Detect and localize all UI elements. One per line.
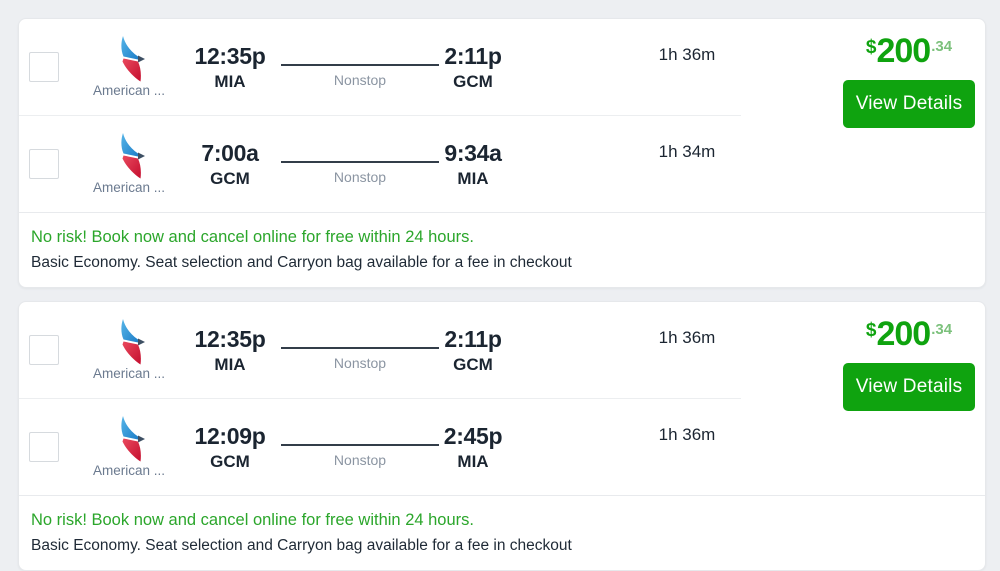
flight-duration: 1h 36m bbox=[658, 425, 716, 444]
flight-select-checkbox[interactable] bbox=[29, 149, 59, 179]
arrival-airport-code: MIA bbox=[457, 168, 489, 188]
price-currency: $ bbox=[865, 37, 877, 58]
price-amount: 200 bbox=[876, 32, 931, 70]
american-airlines-eagle-icon bbox=[107, 416, 151, 462]
flight-select-checkbox[interactable] bbox=[29, 52, 59, 82]
arrival-block: 2:45p MIA bbox=[443, 423, 503, 472]
arrival-airport-code: MIA bbox=[457, 451, 489, 471]
price-currency: $ bbox=[865, 320, 877, 341]
price-cents: .34 bbox=[931, 321, 953, 338]
departure-airport-code: MIA bbox=[214, 71, 246, 91]
airline-name: American ... bbox=[92, 83, 166, 98]
route-block: Nonstop bbox=[281, 423, 439, 472]
fare-note: Basic Economy. Seat selection and Carryo… bbox=[31, 254, 572, 271]
departure-time: 7:00a bbox=[201, 139, 259, 166]
view-details-button[interactable]: View Details bbox=[843, 363, 975, 411]
stops-label: Nonstop bbox=[333, 354, 387, 371]
flight-result-card: American ... 12:35p MIA Nonstop 2:11p GC… bbox=[18, 301, 986, 571]
price: $200.34 bbox=[843, 32, 975, 71]
departure-block: 12:35p MIA bbox=[187, 43, 273, 92]
route-block: Nonstop bbox=[281, 140, 439, 189]
airline-block: American ... bbox=[79, 416, 179, 478]
airline-name: American ... bbox=[92, 366, 166, 381]
fare-note: Basic Economy. Seat selection and Carryo… bbox=[31, 537, 572, 554]
route-block: Nonstop bbox=[281, 43, 439, 92]
promo-note: No risk! Book now and cancel online for … bbox=[31, 511, 474, 529]
arrival-time: 2:11p bbox=[444, 325, 502, 352]
airline-block: American ... bbox=[79, 36, 179, 98]
price-cents: .34 bbox=[931, 38, 953, 55]
card-top: American ... 12:35p MIA Nonstop 2:11p GC… bbox=[19, 19, 985, 212]
departure-time: 12:35p bbox=[194, 325, 266, 352]
route-line bbox=[281, 160, 439, 163]
promo-note: No risk! Book now and cancel online for … bbox=[31, 228, 474, 246]
departure-block: 7:00a GCM bbox=[187, 140, 273, 189]
arrival-block: 2:11p GCM bbox=[443, 326, 503, 375]
flight-duration: 1h 36m bbox=[658, 328, 716, 347]
arrival-time: 2:45p bbox=[443, 422, 503, 449]
price-amount: 200 bbox=[876, 315, 931, 353]
route-line bbox=[281, 346, 439, 349]
flight-duration: 1h 34m bbox=[658, 142, 716, 161]
route-line bbox=[281, 443, 439, 446]
american-airlines-eagle-icon bbox=[107, 319, 151, 365]
flight-select-checkbox[interactable] bbox=[29, 432, 59, 462]
flight-leg-row: American ... 12:35p MIA Nonstop 2:11p GC… bbox=[19, 19, 741, 115]
arrival-block: 2:11p GCM bbox=[443, 43, 503, 92]
flight-duration: 1h 36m bbox=[658, 45, 716, 64]
arrival-time: 2:11p bbox=[444, 42, 502, 69]
arrival-block: 9:34a MIA bbox=[443, 140, 503, 189]
airline-block: American ... bbox=[79, 319, 179, 381]
departure-time: 12:09p bbox=[194, 422, 266, 449]
card-top: American ... 12:35p MIA Nonstop 2:11p GC… bbox=[19, 302, 985, 495]
stops-label: Nonstop bbox=[333, 451, 387, 468]
airline-name: American ... bbox=[92, 180, 166, 195]
stops-label: Nonstop bbox=[333, 71, 387, 88]
price-column: $200.34 View Details bbox=[741, 19, 985, 212]
departure-block: 12:09p GCM bbox=[187, 423, 273, 472]
flight-leg-row: American ... 12:09p GCM Nonstop 2:45p MI… bbox=[19, 399, 741, 495]
price: $200.34 bbox=[843, 315, 975, 354]
american-airlines-eagle-icon bbox=[107, 133, 151, 179]
flight-leg-row: American ... 7:00a GCM Nonstop 9:34a MIA… bbox=[19, 116, 741, 212]
legs-section: American ... 12:35p MIA Nonstop 2:11p GC… bbox=[19, 302, 741, 495]
departure-airport-code: MIA bbox=[214, 354, 246, 374]
notes-section: No risk! Book now and cancel online for … bbox=[19, 496, 985, 570]
notes-section: No risk! Book now and cancel online for … bbox=[19, 213, 985, 287]
route-block: Nonstop bbox=[281, 326, 439, 375]
leg-divider bbox=[19, 398, 741, 399]
american-airlines-eagle-icon bbox=[107, 36, 151, 82]
airline-name: American ... bbox=[92, 463, 166, 478]
arrival-airport-code: GCM bbox=[453, 71, 493, 91]
departure-airport-code: GCM bbox=[210, 451, 250, 471]
departure-block: 12:35p MIA bbox=[187, 326, 273, 375]
leg-divider bbox=[19, 115, 741, 116]
airline-block: American ... bbox=[79, 133, 179, 195]
route-line bbox=[281, 63, 439, 66]
flight-result-card: American ... 12:35p MIA Nonstop 2:11p GC… bbox=[18, 18, 986, 288]
arrival-airport-code: GCM bbox=[453, 354, 493, 374]
departure-time: 12:35p bbox=[194, 42, 266, 69]
price-column: $200.34 View Details bbox=[741, 302, 985, 495]
flight-select-checkbox[interactable] bbox=[29, 335, 59, 365]
legs-section: American ... 12:35p MIA Nonstop 2:11p GC… bbox=[19, 19, 741, 212]
view-details-button[interactable]: View Details bbox=[843, 80, 975, 128]
flight-leg-row: American ... 12:35p MIA Nonstop 2:11p GC… bbox=[19, 302, 741, 398]
departure-airport-code: GCM bbox=[210, 168, 250, 188]
stops-label: Nonstop bbox=[333, 168, 387, 185]
arrival-time: 9:34a bbox=[444, 139, 502, 166]
notes-divider bbox=[19, 212, 985, 213]
notes-divider bbox=[19, 495, 985, 496]
